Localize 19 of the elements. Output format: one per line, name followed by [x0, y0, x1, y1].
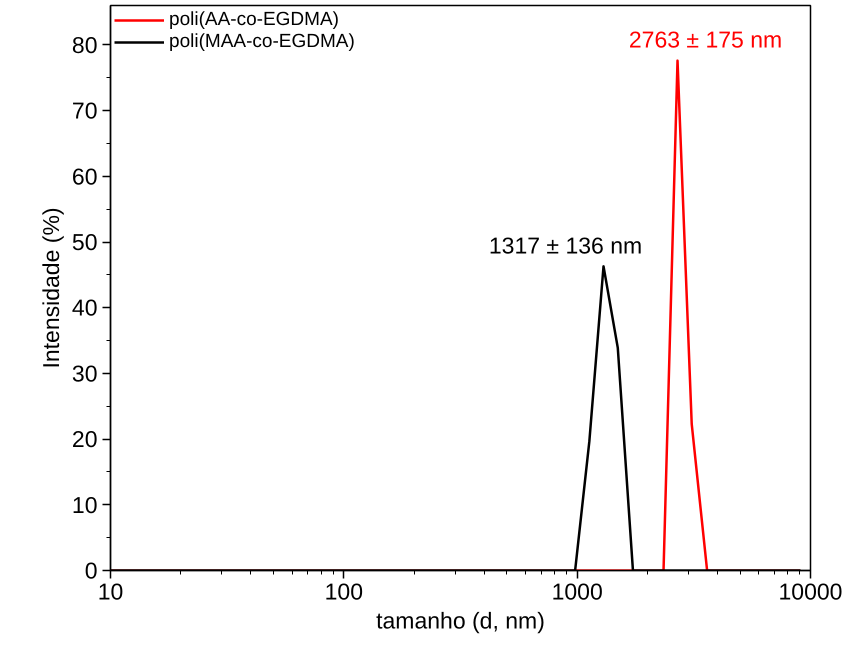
x-tick-label: 100: [324, 578, 364, 604]
x-tick-label: 10000: [778, 578, 842, 604]
y-tick-label: 20: [72, 426, 98, 452]
x-tick-label: 10: [98, 578, 124, 604]
annotation: 1317 ± 136 nm: [488, 232, 642, 258]
y-tick-label: 50: [72, 229, 98, 256]
y-tick-label: 60: [72, 163, 98, 190]
y-tick-label: 80: [72, 32, 98, 58]
legend-label: poli(AA-co-EGDMA): [169, 9, 339, 31]
y-tick-label: 0: [84, 558, 98, 584]
annotation: 2763 ± 175 nm: [628, 26, 782, 53]
x-tick-label: 1000: [552, 578, 603, 604]
y-tick-label: 10: [72, 492, 98, 518]
y-tick-label: 30: [72, 360, 98, 386]
legend-label: poli(MAA-co-EGDMA): [169, 31, 355, 53]
x-axis-title: tamanho (d, nm): [376, 608, 545, 634]
y-tick-label: 70: [72, 98, 98, 124]
y-axis-title: Intensidade (%): [38, 207, 64, 369]
y-tick-label: 40: [72, 294, 98, 321]
